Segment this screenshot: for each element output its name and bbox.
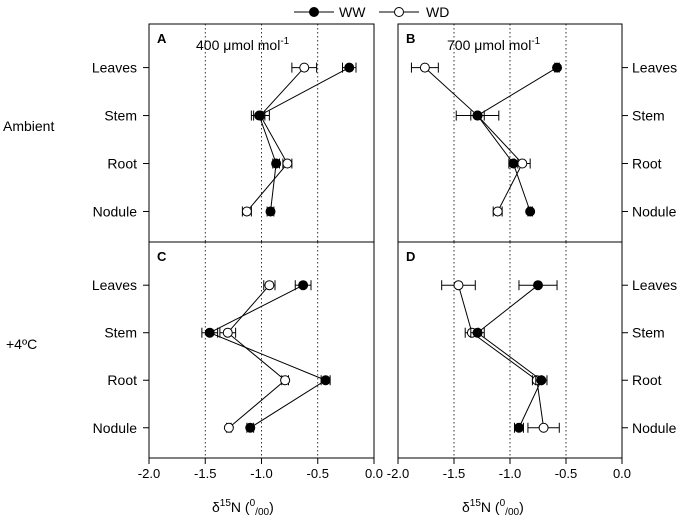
category-label: Nodule xyxy=(632,203,677,219)
data-point-wd xyxy=(517,158,528,169)
x-tick-label: -2.0 xyxy=(138,466,160,481)
x-tick-label: -1.0 xyxy=(499,466,521,481)
category-label: Leaves xyxy=(632,60,677,76)
series-line-wd xyxy=(457,285,545,428)
category-label: Leaves xyxy=(92,60,137,76)
panel-letter: B xyxy=(406,31,415,46)
category-label: Nodule xyxy=(632,420,677,436)
x-tick-label: -0.5 xyxy=(555,466,577,481)
panel-c: C Leaves Stem Root Nodule -2.0 -1.5 -1.0 -0.5 0.0 xyxy=(92,241,383,481)
data-point-wd xyxy=(241,206,252,217)
data-point-wd xyxy=(492,206,503,217)
series-line-ww xyxy=(476,67,558,212)
data-point-ww xyxy=(533,280,543,291)
data-point-ww xyxy=(513,422,524,433)
series-line-ww xyxy=(208,284,327,429)
data-point-ww xyxy=(204,327,215,338)
category-label: Root xyxy=(107,372,137,388)
series-line-wd xyxy=(246,67,305,212)
data-point-wd xyxy=(264,280,275,291)
x-tick-label: -1.0 xyxy=(250,466,272,481)
x-axis-title-right: δ15N (0/00) xyxy=(462,498,524,518)
data-point-ww xyxy=(298,280,309,291)
legend: WW WD xyxy=(294,4,449,20)
x-tick-label: 0.0 xyxy=(613,466,631,481)
panel-letter: A xyxy=(157,31,167,46)
category-label: Leaves xyxy=(632,277,677,293)
data-point-ww xyxy=(472,327,483,338)
data-point-ww xyxy=(508,158,519,169)
row-label-warming: +4ºC xyxy=(6,336,37,352)
data-point-ww xyxy=(271,158,282,169)
x-tick-label: 0.0 xyxy=(365,466,383,481)
category-label: Stem xyxy=(632,325,665,341)
panel-d: D Leaves Stem Root Nodule -2.0 -1.5 -1.0 -0.5 0.0 xyxy=(387,241,677,481)
data-point-wd xyxy=(280,375,291,386)
data-point-wd xyxy=(223,422,234,433)
panel-a-concentration: 400 μmol mol-1 xyxy=(196,36,290,53)
data-point-ww xyxy=(245,422,256,433)
data-point-wd xyxy=(299,62,310,73)
x-axis-title-left: δ15N (0/00) xyxy=(212,498,274,518)
category-label: Stem xyxy=(104,108,137,124)
row-label-ambient: Ambient xyxy=(3,118,54,134)
category-label: Root xyxy=(632,372,662,388)
panel-a: A Leaves Stem Root Nodule xyxy=(92,23,375,243)
data-point-ww xyxy=(472,110,483,121)
data-point-ww xyxy=(254,110,265,121)
data-point-wd xyxy=(453,280,464,291)
x-tick-label: -2.0 xyxy=(387,466,409,481)
series-line-ww xyxy=(258,67,350,212)
data-point-wd xyxy=(222,327,233,338)
category-label: Nodule xyxy=(93,203,138,219)
data-point-ww xyxy=(525,206,536,217)
category-label: Stem xyxy=(104,325,137,341)
category-label: Root xyxy=(632,156,662,172)
series-line-ww xyxy=(476,284,542,428)
legend-wd-label: WD xyxy=(426,4,449,20)
category-label: Root xyxy=(107,156,137,172)
data-point-ww xyxy=(265,206,276,217)
data-point-wd xyxy=(538,422,549,433)
x-tick-label: -1.5 xyxy=(443,466,465,481)
data-point-ww xyxy=(552,62,563,73)
category-label: Stem xyxy=(632,108,665,124)
legend-ww-marker xyxy=(309,7,319,17)
series-line-wd xyxy=(227,284,286,429)
legend-ww-label: WW xyxy=(339,4,366,20)
panel-letter: D xyxy=(406,249,415,264)
category-label: Nodule xyxy=(93,420,138,436)
data-point-wd xyxy=(419,62,430,73)
x-tick-label: -0.5 xyxy=(307,466,329,481)
data-point-wd xyxy=(282,158,293,169)
data-point-ww xyxy=(536,375,547,386)
panel-letter: C xyxy=(157,249,167,264)
series-line-wd xyxy=(424,67,523,212)
x-tick-label: -1.5 xyxy=(194,466,216,481)
category-label: Leaves xyxy=(92,277,137,293)
panel-b: B Leaves Stem Root Nodule xyxy=(397,23,677,243)
legend-wd-marker xyxy=(394,7,404,17)
panel-b-concentration: 700 μmol mol-1 xyxy=(447,36,541,53)
data-point-ww xyxy=(344,62,355,73)
data-point-ww xyxy=(320,375,331,386)
